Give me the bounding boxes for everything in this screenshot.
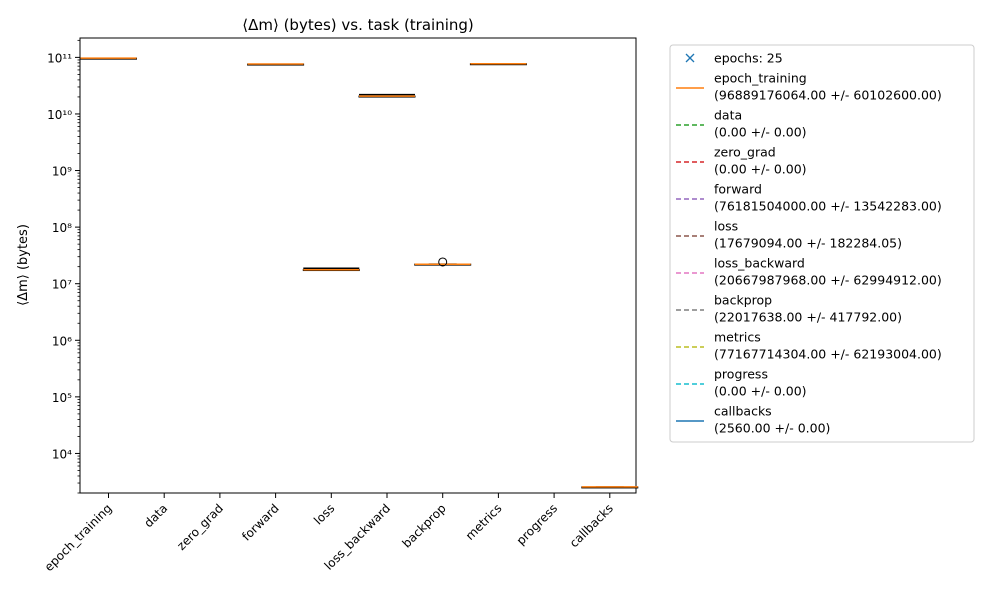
legend-value: (0.00 +/- 0.00): [714, 162, 807, 177]
legend-entry-2: data (0.00 +/- 0.00): [676, 108, 807, 140]
x-tick-label: zero_grad: [174, 501, 226, 553]
legend-frame: [669, 44, 975, 443]
legend-label: progress: [714, 367, 768, 382]
plot-area: [79, 37, 637, 494]
legend-label: epoch_training: [714, 71, 807, 86]
y-tick-label: 10⁹: [52, 165, 72, 179]
x-tick-label: forward: [239, 501, 281, 543]
legend-entry-5: loss (17679094.00 +/- 182284.05): [676, 219, 902, 251]
x-tick-label: metrics: [463, 501, 505, 543]
legend-label: zero_grad: [714, 145, 776, 160]
legend-x-marker: [685, 53, 695, 63]
legend-entry-0: epochs: 25: [685, 51, 783, 66]
box-loss: [302, 267, 360, 272]
y-tick-label: 10⁶: [52, 334, 72, 348]
y-axis-label: ⟨Δm⟩ (bytes): [16, 224, 31, 306]
x-tick-label: loss: [311, 501, 337, 527]
legend-entry-4: forward (76181504000.00 +/- 13542283.00): [676, 182, 942, 214]
legend-entry-9: progress (0.00 +/- 0.00): [676, 367, 807, 399]
legend-label: callbacks: [714, 404, 772, 419]
box-callbacks: [581, 486, 639, 489]
axes-frame: [79, 37, 637, 494]
legend-entry-10: callbacks (2560.00 +/- 0.00): [676, 404, 830, 436]
legend-value: (2560.00 +/- 0.00): [714, 421, 830, 436]
legend-entry-7: backprop (22017638.00 +/- 417792.00): [676, 293, 902, 325]
y-tick-label: 10⁷: [52, 278, 72, 292]
legend-value: (20667987968.00 +/- 62994912.00): [714, 273, 942, 288]
x-tick-label: data: [141, 501, 170, 530]
legend-label: loss_backward: [714, 256, 805, 271]
x-tick-label: callbacks: [567, 501, 616, 550]
y-tick-label: 10⁴: [52, 447, 72, 461]
x-axis: epoch_training data zero_grad forward losslo…: [42, 493, 616, 574]
legend-value: (76181504000.00 +/- 13542283.00): [714, 199, 942, 214]
legend-value: (22017638.00 +/- 417792.00): [714, 310, 902, 325]
box-forward: [247, 63, 305, 66]
y-tick-label: 10¹¹: [47, 51, 72, 65]
y-tick-label: 10⁵: [52, 391, 72, 405]
legend-label: metrics: [714, 330, 761, 345]
legend-label: loss: [714, 219, 738, 234]
legend-entry-6: loss_backward (20667987968.00 +/- 6299491…: [676, 256, 942, 288]
box-metrics: [469, 62, 527, 66]
legend-value: (0.00 +/- 0.00): [714, 384, 807, 399]
box-backprop: [414, 257, 472, 267]
legend-entry-1: epoch_training (96889176064.00 +/- 601026…: [676, 71, 942, 103]
legend-value: (17679094.00 +/- 182284.05): [714, 236, 902, 251]
x-tick-label: backprop: [399, 501, 448, 550]
x-tick-label: progress: [514, 501, 561, 548]
legend-label: data: [714, 108, 742, 123]
chart-title: ⟨Δm⟩ (bytes) vs. task (training): [242, 16, 474, 34]
legend-label: forward: [714, 182, 762, 197]
outlier-point: [438, 257, 448, 267]
y-axis: 10⁴ 10⁵ 10⁶ 10⁷ 10⁸ 10⁹ 10¹⁰ 10¹¹: [47, 39, 80, 494]
x-tick-label: epoch_training: [42, 501, 115, 574]
boxes: [80, 57, 639, 489]
y-tick-label: 10¹⁰: [47, 108, 72, 122]
y-tick-label: 10⁸: [52, 221, 72, 235]
legend-label: epochs: 25: [714, 51, 783, 66]
legend: epochs: 25 epoch_training (96889176064.00 …: [669, 44, 975, 443]
legend-value: (0.00 +/- 0.00): [714, 125, 807, 140]
box-loss_backward: [358, 93, 416, 98]
box-epoch_training: [80, 57, 137, 60]
legend-entry-8: metrics (77167714304.00 +/- 62193004.00): [676, 330, 942, 362]
legend-entry-3: zero_grad (0.00 +/- 0.00): [676, 145, 807, 177]
legend-label: backprop: [714, 293, 772, 308]
legend-value: (96889176064.00 +/- 60102600.00): [714, 88, 942, 103]
legend-value: (77167714304.00 +/- 62193004.00): [714, 347, 942, 362]
